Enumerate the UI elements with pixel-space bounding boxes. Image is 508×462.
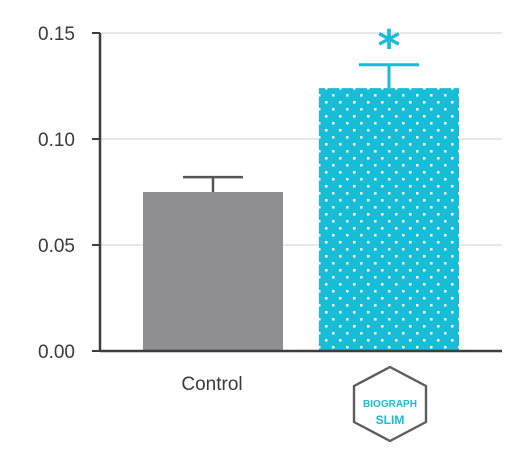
y-tick-label-0: 0.00 bbox=[38, 342, 75, 363]
logo-line-2: SLIM bbox=[376, 413, 405, 427]
bar-1 bbox=[319, 88, 459, 352]
bars bbox=[143, 88, 459, 352]
y-tick-label-2: 0.10 bbox=[38, 130, 75, 151]
error-bars bbox=[183, 63, 419, 192]
y-tick-labels: 0.00 0.05 0.10 0.15 bbox=[38, 24, 75, 363]
hexagon-badge-icon bbox=[352, 365, 428, 443]
significance-markers: * bbox=[377, 21, 400, 72]
y-tick-label-3: 0.15 bbox=[38, 24, 75, 45]
logo-line-1: BIOGRAPH bbox=[363, 399, 417, 410]
biograph-slim-logo: BIOGRAPH SLIM bbox=[352, 365, 428, 443]
y-tick-label-1: 0.05 bbox=[38, 236, 75, 257]
significance-star-1: * bbox=[377, 21, 400, 72]
axes bbox=[92, 32, 502, 353]
bar-0 bbox=[143, 192, 283, 351]
category-label-control: Control bbox=[181, 374, 242, 395]
